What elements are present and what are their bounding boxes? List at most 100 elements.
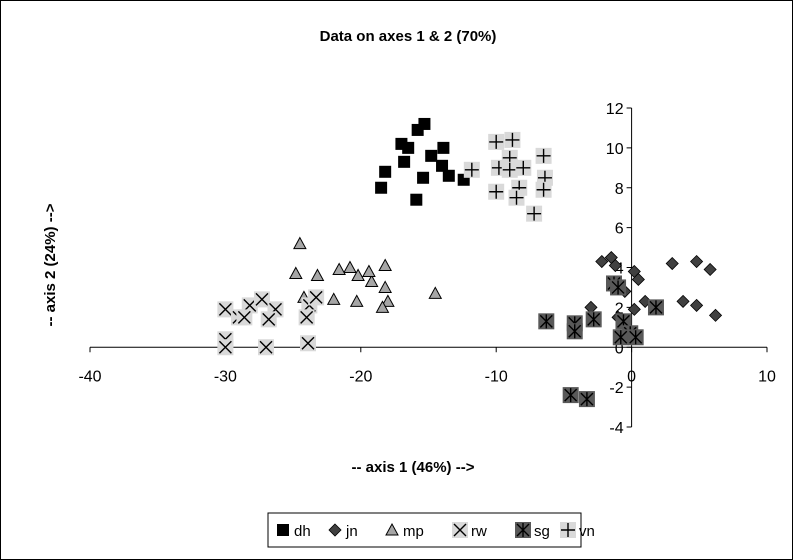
data-point-dh [398, 155, 411, 168]
data-point-vn [501, 161, 518, 178]
legend-marker-sg [515, 522, 531, 538]
data-point-jn [676, 294, 690, 308]
data-point-rw [217, 339, 234, 356]
chart-title: Data on axes 1 & 2 (70%) [320, 28, 497, 45]
y-tick-label: 10 [606, 141, 624, 158]
data-point-sg [562, 387, 579, 404]
legend-label-sg: sg [534, 523, 550, 540]
legend-label-jn: jn [345, 523, 358, 540]
data-point-dh [411, 123, 424, 136]
data-point-rw [298, 309, 315, 326]
data-point-jn [631, 272, 645, 287]
legend-label-vn: vn [579, 523, 595, 540]
data-point-dh [375, 181, 388, 194]
data-point-mp [428, 286, 443, 299]
data-point-jn [690, 298, 704, 312]
data-point-mp [349, 294, 364, 307]
data-point-rw [236, 309, 253, 326]
data-point-mp [293, 236, 307, 250]
x-tick-label: -10 [485, 368, 508, 385]
data-point-mp [351, 268, 365, 281]
axes [89, 107, 768, 428]
x-tick-label: 0 [627, 368, 636, 385]
data-point-jn [665, 256, 679, 271]
data-point-mp [378, 280, 393, 293]
data-point-mp [310, 268, 325, 281]
legend-label-dh: dh [294, 523, 311, 540]
legend-label-mp: mp [403, 523, 424, 540]
data-points [217, 117, 723, 408]
data-point-sg [612, 329, 629, 346]
y-tick-label: -2 [609, 380, 623, 397]
data-point-dh [418, 117, 431, 130]
data-point-jn [595, 254, 609, 269]
data-point-dh [425, 149, 438, 162]
data-point-vn [535, 147, 552, 164]
data-point-jn [708, 308, 723, 322]
legend-marker-vn [560, 522, 576, 538]
data-point-sg [610, 279, 627, 296]
data-point-vn [463, 161, 480, 178]
data-point-mp [381, 294, 395, 307]
data-point-vn [504, 131, 521, 148]
data-point-vn [535, 181, 552, 198]
x-axis-label: -- axis 1 (46%) --> [352, 459, 475, 476]
data-point-rw [258, 339, 275, 356]
y-tick-label: 6 [615, 221, 624, 238]
data-point-mp [378, 258, 393, 272]
data-point-sg [578, 391, 595, 408]
legend-marker-rw [452, 522, 468, 538]
data-point-sg [627, 329, 644, 346]
data-point-vn [508, 189, 525, 206]
x-tick-label: -20 [349, 368, 372, 385]
data-point-dh [442, 169, 455, 182]
data-point-mp [375, 300, 390, 313]
data-point-mp [364, 274, 379, 287]
data-point-dh [436, 159, 449, 172]
data-point-jn [627, 302, 641, 316]
data-point-rw [217, 301, 234, 318]
data-point-vn [488, 133, 505, 150]
data-point-dh [417, 171, 430, 184]
x-tick-label: -40 [78, 368, 101, 385]
data-point-rw [308, 289, 325, 306]
legend-label-rw: rw [471, 523, 487, 540]
y-tick-label: -4 [609, 420, 623, 437]
data-point-mp [326, 292, 341, 305]
data-point-dh [437, 141, 450, 154]
data-point-rw [253, 291, 270, 308]
y-tick-label: 4 [615, 261, 624, 278]
x-tick-label: -30 [214, 368, 237, 385]
y-tick-label: 8 [615, 181, 624, 198]
legend-marker-dh [277, 524, 289, 536]
data-point-vn [515, 159, 532, 176]
data-point-sg [566, 323, 583, 340]
data-point-dh [379, 165, 392, 178]
data-point-vn [526, 205, 543, 222]
data-point-mp [362, 264, 376, 277]
data-point-mp [288, 266, 303, 279]
data-point-dh [402, 141, 415, 154]
data-point-sg [585, 311, 602, 328]
y-tick-label: 12 [606, 101, 624, 118]
y-axis-label: -- axis 2 (24%) --> [42, 203, 59, 326]
legend-marker-mp [385, 522, 399, 536]
y-tick-label: 2 [615, 300, 624, 317]
x-tick-label: 10 [758, 368, 776, 385]
data-point-sg [647, 299, 664, 316]
data-point-vn [488, 183, 505, 200]
data-point-rw [299, 335, 316, 352]
data-point-dh [410, 193, 423, 206]
y-tick-label: 0 [615, 340, 624, 357]
data-point-jn [608, 258, 622, 273]
data-point-jn [690, 254, 704, 269]
legend: dh jn mp rw sg vn [277, 522, 595, 540]
data-point-jn [703, 262, 717, 277]
data-point-mp [343, 260, 357, 273]
legend-marker-jn [328, 523, 342, 537]
data-point-rw [260, 311, 277, 328]
data-point-sg [538, 313, 555, 330]
